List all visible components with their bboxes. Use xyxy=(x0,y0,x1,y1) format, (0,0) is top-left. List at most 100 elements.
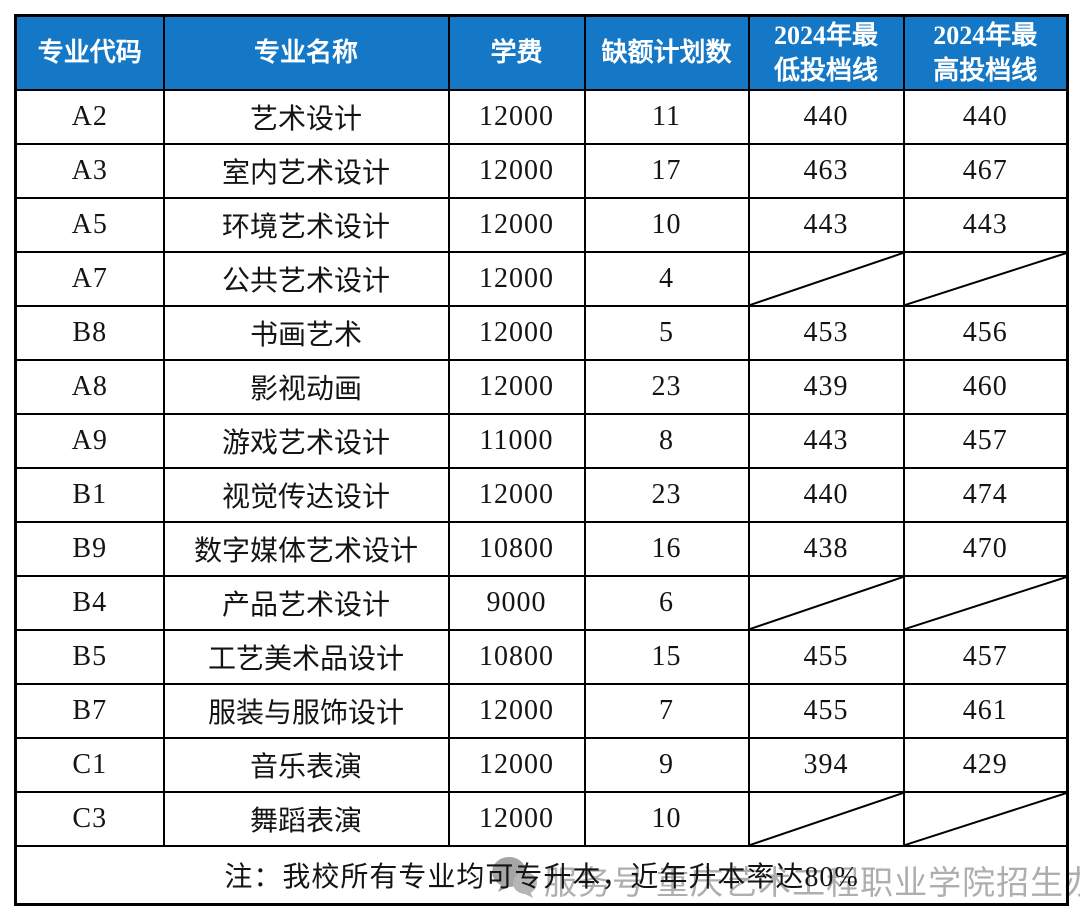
header-max-line: 2024年最高投档线 xyxy=(902,14,1069,91)
cell-quota: 10 xyxy=(583,197,750,253)
note-row: 注：我校所有专业均可专升本，近年升本率达80% xyxy=(14,845,1069,906)
cell-max-line-slash xyxy=(902,251,1069,307)
cell-min-line: 439 xyxy=(747,359,905,415)
cell-fee: 12000 xyxy=(447,791,586,847)
cell-min-line: 443 xyxy=(747,197,905,253)
cell-code: B5 xyxy=(14,629,165,685)
cell-max-line: 467 xyxy=(902,143,1069,199)
cell-name: 舞蹈表演 xyxy=(162,791,450,847)
cell-name: 数字媒体艺术设计 xyxy=(162,521,450,577)
cell-fee: 9000 xyxy=(447,575,586,631)
table-row: A3 室内艺术设计 12000 17 463 467 xyxy=(14,143,1069,199)
cell-quota: 15 xyxy=(583,629,750,685)
header-quota: 缺额计划数 xyxy=(583,14,750,91)
cell-code: B8 xyxy=(14,305,165,361)
cell-quota: 23 xyxy=(583,467,750,523)
cell-name: 游戏艺术设计 xyxy=(162,413,450,469)
cell-quota: 8 xyxy=(583,413,750,469)
cell-fee: 12000 xyxy=(447,89,586,145)
cell-code: A2 xyxy=(14,89,165,145)
cell-max-line: 443 xyxy=(902,197,1069,253)
header-major-code: 专业代码 xyxy=(14,14,165,91)
cell-name: 音乐表演 xyxy=(162,737,450,793)
cell-quota: 4 xyxy=(583,251,750,307)
table-row: B7 服装与服饰设计 12000 7 455 461 xyxy=(14,683,1069,739)
cell-name: 公共艺术设计 xyxy=(162,251,450,307)
table-row: B8 书画艺术 12000 5 453 456 xyxy=(14,305,1069,361)
cell-fee: 11000 xyxy=(447,413,586,469)
table-row: A5 环境艺术设计 12000 10 443 443 xyxy=(14,197,1069,253)
cell-fee: 12000 xyxy=(447,467,586,523)
cell-min-line: 443 xyxy=(747,413,905,469)
cell-min-line-slash xyxy=(747,791,905,847)
cell-fee: 10800 xyxy=(447,629,586,685)
cell-name: 工艺美术品设计 xyxy=(162,629,450,685)
cell-code: B1 xyxy=(14,467,165,523)
cell-fee: 12000 xyxy=(447,143,586,199)
cell-quota: 16 xyxy=(583,521,750,577)
cell-min-line-slash xyxy=(747,251,905,307)
table-row: B9 数字媒体艺术设计 10800 16 438 470 xyxy=(14,521,1069,577)
cell-name: 服装与服饰设计 xyxy=(162,683,450,739)
table-row: B5 工艺美术品设计 10800 15 455 457 xyxy=(14,629,1069,685)
cell-code: A8 xyxy=(14,359,165,415)
table-row: B4 产品艺术设计 9000 6 xyxy=(14,575,1069,631)
cell-fee: 12000 xyxy=(447,251,586,307)
table-row: B1 视觉传达设计 12000 23 440 474 xyxy=(14,467,1069,523)
cell-quota: 9 xyxy=(583,737,750,793)
cell-code: B7 xyxy=(14,683,165,739)
cell-min-line: 463 xyxy=(747,143,905,199)
admissions-table-container: 专业代码 专业名称 学费 缺额计划数 2024年最低投档线 2024年最高投档线… xyxy=(14,14,1069,906)
cell-quota: 23 xyxy=(583,359,750,415)
cell-code: B9 xyxy=(14,521,165,577)
cell-min-line: 438 xyxy=(747,521,905,577)
cell-quota: 10 xyxy=(583,791,750,847)
cell-code: B4 xyxy=(14,575,165,631)
cell-min-line: 440 xyxy=(747,89,905,145)
cell-name: 艺术设计 xyxy=(162,89,450,145)
cell-max-line: 460 xyxy=(902,359,1069,415)
cell-name: 室内艺术设计 xyxy=(162,143,450,199)
cell-min-line: 394 xyxy=(747,737,905,793)
cell-code: A7 xyxy=(14,251,165,307)
cell-quota: 5 xyxy=(583,305,750,361)
header-major-name: 专业名称 xyxy=(162,14,450,91)
cell-max-line: 474 xyxy=(902,467,1069,523)
cell-max-line: 456 xyxy=(902,305,1069,361)
cell-fee: 12000 xyxy=(447,305,586,361)
cell-max-line: 461 xyxy=(902,683,1069,739)
cell-quota: 6 xyxy=(583,575,750,631)
cell-code: A5 xyxy=(14,197,165,253)
cell-min-line: 453 xyxy=(747,305,905,361)
table-row: C1 音乐表演 12000 9 394 429 xyxy=(14,737,1069,793)
cell-code: C3 xyxy=(14,791,165,847)
cell-quota: 11 xyxy=(583,89,750,145)
cell-max-line: 457 xyxy=(902,629,1069,685)
cell-min-line: 455 xyxy=(747,629,905,685)
cell-min-line: 440 xyxy=(747,467,905,523)
cell-fee: 10800 xyxy=(447,521,586,577)
cell-name: 书画艺术 xyxy=(162,305,450,361)
cell-code: A3 xyxy=(14,143,165,199)
cell-code: C1 xyxy=(14,737,165,793)
cell-fee: 12000 xyxy=(447,359,586,415)
cell-name: 环境艺术设计 xyxy=(162,197,450,253)
cell-max-line: 470 xyxy=(902,521,1069,577)
table-row: A9 游戏艺术设计 11000 8 443 457 xyxy=(14,413,1069,469)
cell-fee: 12000 xyxy=(447,197,586,253)
cell-min-line-slash xyxy=(747,575,905,631)
table-row: A8 影视动画 12000 23 439 460 xyxy=(14,359,1069,415)
header-tuition: 学费 xyxy=(447,14,586,91)
cell-name: 产品艺术设计 xyxy=(162,575,450,631)
cell-fee: 12000 xyxy=(447,683,586,739)
cell-code: A9 xyxy=(14,413,165,469)
cell-name: 视觉传达设计 xyxy=(162,467,450,523)
admissions-table: 专业代码 专业名称 学费 缺额计划数 2024年最低投档线 2024年最高投档线… xyxy=(14,14,1069,906)
cell-name: 影视动画 xyxy=(162,359,450,415)
cell-quota: 17 xyxy=(583,143,750,199)
header-row: 专业代码 专业名称 学费 缺额计划数 2024年最低投档线 2024年最高投档线 xyxy=(14,14,1069,91)
cell-quota: 7 xyxy=(583,683,750,739)
cell-fee: 12000 xyxy=(447,737,586,793)
table-row: A7 公共艺术设计 12000 4 xyxy=(14,251,1069,307)
note-text: 注：我校所有专业均可专升本，近年升本率达80% xyxy=(14,845,1069,906)
